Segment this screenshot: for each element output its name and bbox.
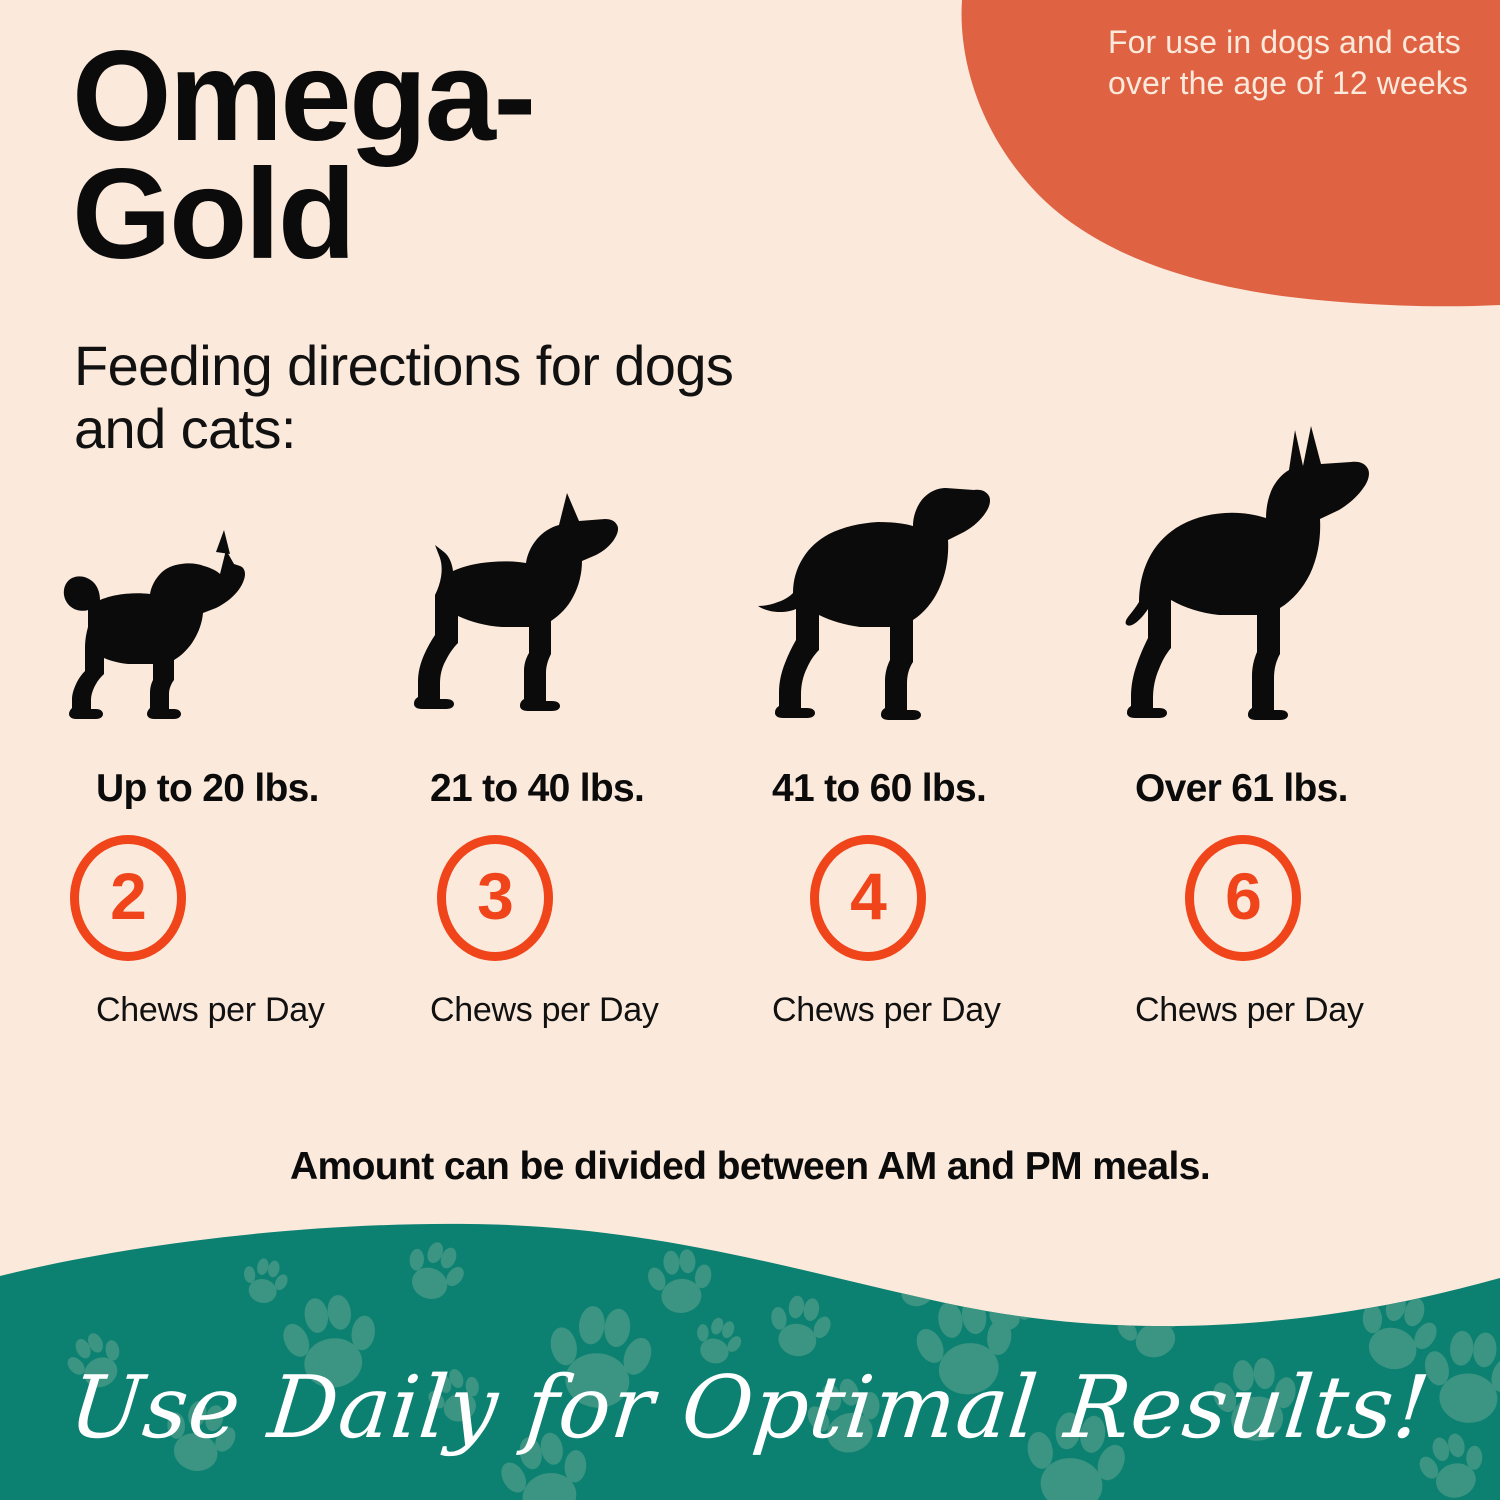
dosing-columns: Up to 20 lbs. 2 Chews per Day 21 to 40 l…: [0, 420, 1500, 1080]
dosing-column-giant: Over 61 lbs. 6 Chews per Day: [1125, 420, 1500, 1080]
header-note: For use in dogs and cats over the age of…: [1108, 24, 1468, 101]
chew-count-badge: 2: [0, 835, 186, 961]
chew-count-badge: 4: [750, 835, 926, 961]
footer-script-text: Use Daily for Optimal Results!: [65, 1358, 1435, 1458]
subtitle: Feeding directions for dogs and cats:: [74, 334, 734, 460]
medium-dog-icon: [375, 420, 766, 720]
small-dog-icon: [0, 420, 413, 720]
chew-count-value: 6: [1225, 859, 1262, 933]
chews-per-day-label: Chews per Day: [96, 991, 325, 1029]
giant-dog-icon: [1125, 420, 1500, 720]
page-title-line2: Gold: [72, 142, 356, 286]
weight-label: Up to 20 lbs.: [96, 767, 319, 810]
page-title-line1: Omega-: [72, 25, 536, 168]
chews-per-day-label: Chews per Day: [430, 991, 659, 1029]
chews-per-day-label: Chews per Day: [1135, 991, 1364, 1029]
divider-note: Amount can be divided between AM and PM …: [289, 1145, 1211, 1188]
chews-per-day-label: Chews per Day: [772, 991, 1001, 1029]
page-title: Omega- Gold: [72, 25, 712, 286]
chew-count-value: 2: [110, 859, 147, 933]
weight-label: Over 61 lbs.: [1135, 767, 1348, 810]
chew-count-badge: 6: [1125, 835, 1301, 961]
large-dog-icon: [750, 420, 1125, 720]
footer-band: Use Daily for Optimal Results!: [0, 1220, 1500, 1500]
dosing-column-small: Up to 20 lbs. 2 Chews per Day: [0, 420, 375, 1080]
weight-label: 41 to 60 lbs.: [772, 767, 987, 810]
weight-label: 21 to 40 lbs.: [430, 767, 645, 810]
dosing-column-large: 41 to 60 lbs. 4 Chews per Day: [750, 420, 1125, 1080]
chew-count-value: 3: [477, 859, 514, 933]
dosing-column-medium: 21 to 40 lbs. 3 Chews per Day: [375, 420, 750, 1080]
chew-count-badge: 3: [375, 835, 553, 961]
chew-count-value: 4: [850, 859, 887, 933]
